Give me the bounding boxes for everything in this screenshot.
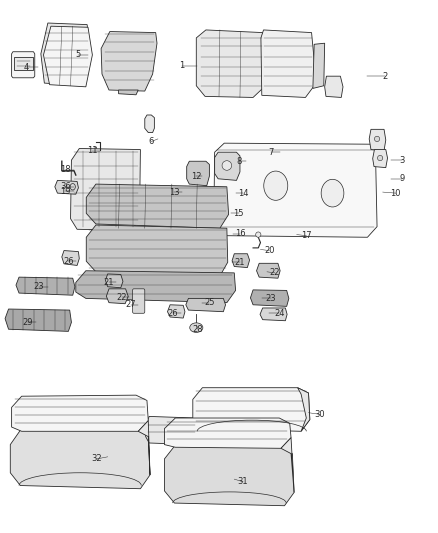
Circle shape: [70, 183, 75, 190]
Text: 14: 14: [238, 189, 248, 198]
Text: 13: 13: [169, 188, 180, 197]
Text: 31: 31: [238, 478, 248, 486]
Text: 2: 2: [382, 71, 388, 80]
Text: 1: 1: [179, 61, 184, 70]
Polygon shape: [43, 26, 92, 87]
Text: 30: 30: [314, 410, 325, 419]
Polygon shape: [260, 308, 287, 321]
Polygon shape: [12, 52, 35, 78]
Polygon shape: [62, 251, 79, 265]
Text: 3: 3: [400, 156, 405, 165]
Polygon shape: [146, 416, 196, 445]
Polygon shape: [5, 309, 71, 332]
Polygon shape: [193, 387, 310, 431]
Polygon shape: [16, 277, 75, 295]
Text: 7: 7: [268, 148, 274, 157]
Polygon shape: [41, 23, 90, 86]
Polygon shape: [86, 225, 228, 276]
Polygon shape: [14, 56, 33, 70]
Text: 24: 24: [274, 309, 285, 318]
Text: 6: 6: [148, 137, 154, 146]
Polygon shape: [164, 446, 294, 506]
Polygon shape: [373, 150, 388, 167]
Polygon shape: [257, 263, 280, 278]
Polygon shape: [186, 298, 226, 312]
Polygon shape: [71, 149, 141, 230]
Polygon shape: [196, 30, 266, 98]
Ellipse shape: [190, 323, 203, 333]
Text: 27: 27: [126, 300, 136, 309]
Text: 22: 22: [270, 269, 280, 277]
FancyBboxPatch shape: [133, 289, 145, 313]
Polygon shape: [297, 387, 310, 431]
Text: 29: 29: [22, 318, 33, 327]
Text: 26: 26: [168, 309, 178, 318]
Polygon shape: [145, 115, 154, 133]
Polygon shape: [12, 395, 148, 431]
Text: 10: 10: [391, 189, 401, 198]
Polygon shape: [251, 290, 289, 306]
Text: 22: 22: [117, 293, 127, 302]
Polygon shape: [325, 76, 343, 98]
Text: 21: 21: [104, 278, 114, 287]
Text: 5: 5: [76, 51, 81, 59]
Polygon shape: [187, 161, 209, 185]
Text: 15: 15: [233, 209, 244, 218]
Text: 25: 25: [204, 298, 215, 307]
Text: 4: 4: [23, 63, 28, 71]
Ellipse shape: [374, 136, 380, 142]
Text: 8: 8: [236, 157, 241, 166]
Polygon shape: [55, 180, 78, 194]
Text: 17: 17: [301, 231, 311, 240]
Polygon shape: [167, 305, 185, 318]
Polygon shape: [138, 421, 150, 475]
Polygon shape: [369, 130, 386, 151]
Polygon shape: [232, 254, 250, 268]
Ellipse shape: [222, 161, 232, 170]
Polygon shape: [215, 152, 240, 180]
Polygon shape: [313, 43, 325, 88]
Polygon shape: [106, 289, 128, 304]
Ellipse shape: [256, 232, 261, 237]
Text: 9: 9: [400, 174, 405, 183]
Text: 23: 23: [265, 294, 276, 303]
Text: 11: 11: [87, 146, 98, 155]
Polygon shape: [164, 418, 291, 448]
Polygon shape: [106, 274, 123, 288]
Polygon shape: [261, 30, 315, 98]
Polygon shape: [281, 438, 294, 492]
Text: 20: 20: [264, 246, 275, 255]
Polygon shape: [86, 184, 229, 228]
Polygon shape: [214, 143, 377, 237]
Text: 28: 28: [193, 325, 203, 334]
Polygon shape: [11, 430, 150, 489]
Polygon shape: [119, 90, 138, 95]
Text: 21: 21: [235, 258, 245, 266]
Text: 16: 16: [235, 229, 245, 238]
Ellipse shape: [378, 156, 383, 161]
Text: 12: 12: [191, 172, 201, 181]
Text: 23: 23: [34, 282, 44, 291]
Polygon shape: [76, 271, 236, 303]
Text: 36: 36: [60, 182, 71, 191]
Ellipse shape: [264, 171, 288, 200]
Ellipse shape: [321, 179, 344, 207]
Text: 32: 32: [92, 455, 102, 463]
Polygon shape: [101, 31, 157, 91]
Text: 19: 19: [60, 187, 71, 196]
Text: 18: 18: [60, 165, 71, 174]
Text: 26: 26: [63, 257, 74, 265]
